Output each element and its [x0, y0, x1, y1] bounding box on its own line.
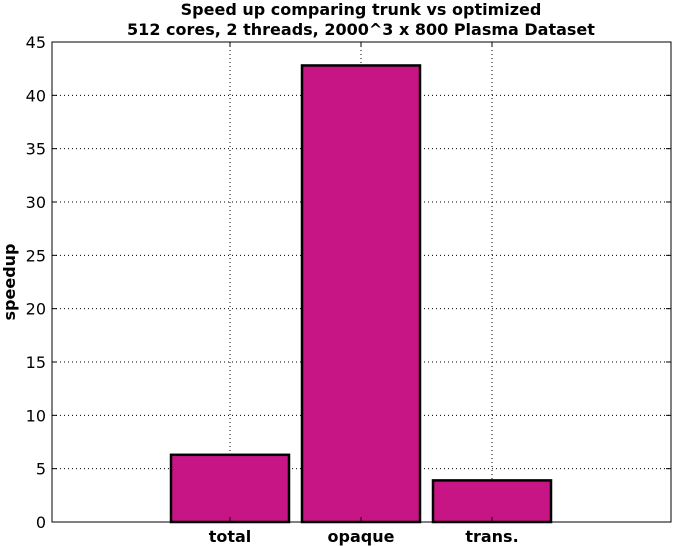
y-tick-label: 10	[26, 406, 46, 425]
chart-subtitle: 512 cores, 2 threads, 2000^3 x 800 Plasm…	[127, 20, 595, 39]
y-tick-label: 20	[26, 300, 46, 319]
y-tick-label: 5	[36, 460, 46, 479]
bar-total	[169, 453, 291, 524]
x-tick-label: opaque	[328, 527, 395, 546]
y-tick-label: 40	[26, 86, 46, 105]
y-tick-label: 25	[26, 246, 46, 265]
x-tick-label: trans.	[465, 527, 518, 546]
bar-opaque	[300, 64, 422, 524]
y-tick-label: 15	[26, 353, 46, 372]
plot-frame	[51, 41, 672, 523]
bars	[169, 64, 553, 524]
y-tick-label: 35	[26, 140, 46, 159]
axis-ticks: 0 5 10 15 20 25 30 35 40 45 total opaque trans.	[26, 33, 671, 546]
chart-title: Speed up comparing trunk vs optimized	[181, 0, 542, 19]
y-tick-label: 0	[36, 513, 46, 532]
bar-trans	[431, 479, 553, 524]
x-tick-label: total	[209, 527, 252, 546]
y-axis-label: speedup	[0, 244, 19, 321]
y-tick-label: 30	[26, 193, 46, 212]
y-tick-label: 45	[26, 33, 46, 52]
